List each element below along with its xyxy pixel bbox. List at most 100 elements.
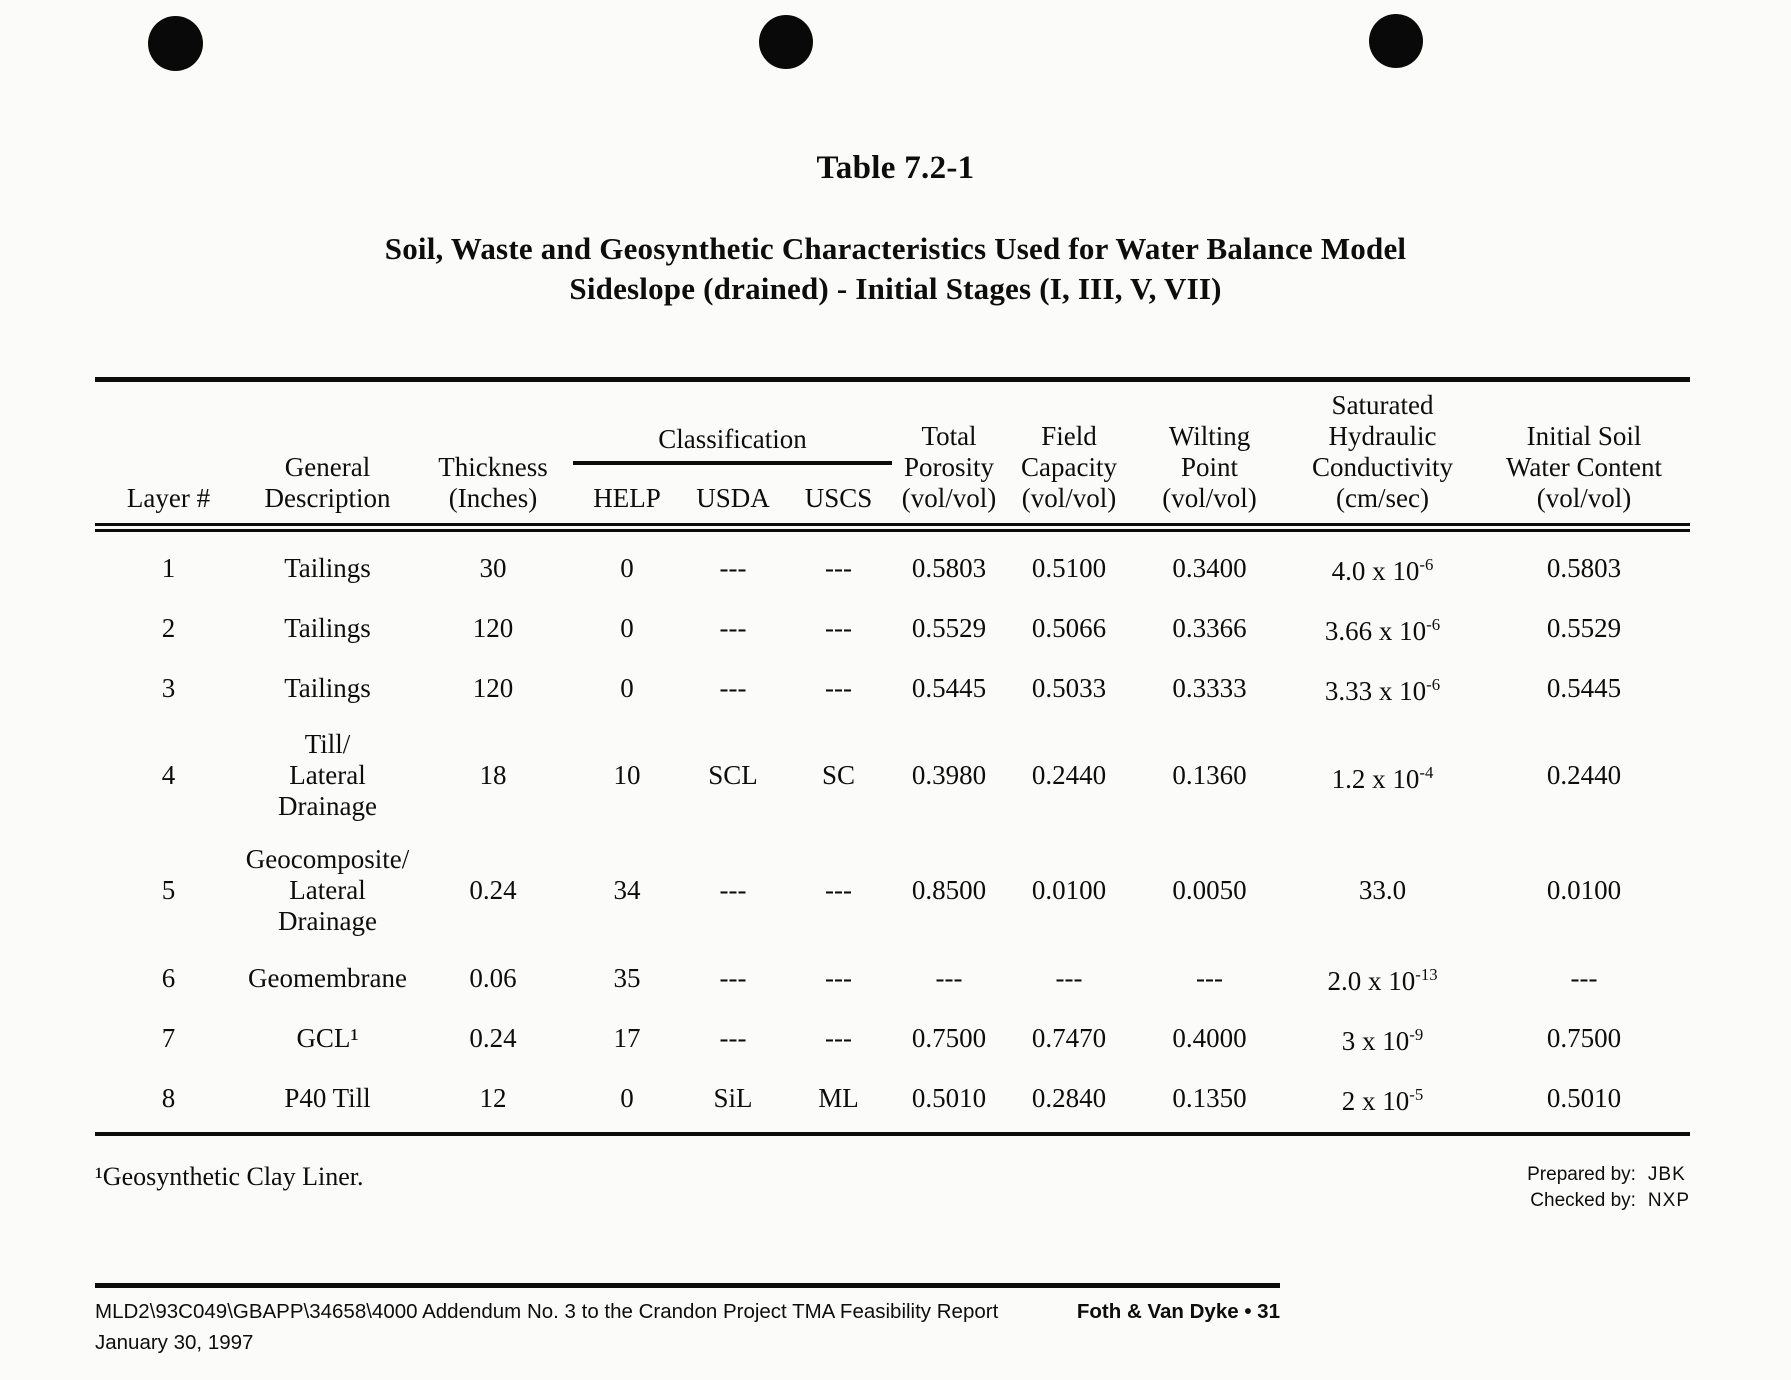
cell-thickness: 0.24 <box>469 875 517 905</box>
cell-uscs: --- <box>825 962 852 993</box>
col-header-wilting-point: Wilting Point (vol/vol) <box>1132 382 1288 532</box>
cell-wilting-point: 0.3366 <box>1172 612 1247 643</box>
cell-conductivity: 2 x 10-5 <box>1287 1068 1479 1136</box>
characteristics-table: Layer # General Description Thickness (Inc… <box>95 382 1691 1136</box>
cell-porosity: 0.5803 <box>911 552 987 583</box>
cell-porosity: 0.3980 <box>911 760 987 790</box>
cell-usda: --- <box>719 1022 747 1053</box>
cell-wilting-point: 0.1350 <box>1132 1068 1288 1136</box>
footer-document-reference: MLD2\93C049\GBAPP\34658\4000 Addendum No… <box>95 1300 999 1323</box>
cell-description: Tailings <box>284 672 371 703</box>
cell-water-content: 0.5445 <box>1546 672 1622 703</box>
cell-thickness: 30 <box>479 552 507 583</box>
cell-conductivity: 4.0 x 10-6 <box>1331 555 1434 586</box>
exponent: -5 <box>1409 1085 1424 1104</box>
cell-layer: 4 <box>161 760 176 790</box>
cell-field-capacity: 0.0100 <box>1031 875 1107 905</box>
document-title-line2: Sideslope (drained) - Initial Stages (I,… <box>569 271 1222 306</box>
exponent: -6 <box>1419 555 1434 574</box>
table-row: 7 GCL¹ 0.24 17 --- --- 0.7500 0.7470 0.4000 3 x 1… <box>95 1008 1690 1068</box>
checked-by-label: Checked by: <box>1530 1190 1636 1211</box>
cell-help: 35 <box>613 962 641 993</box>
cell-conductivity: 2.0 x 10-13 <box>1327 965 1438 996</box>
exponent: -13 <box>1415 965 1438 984</box>
below-table-row: ¹Geosynthetic Clay Liner. Prepared by: J… <box>95 1162 1690 1214</box>
exponent: -9 <box>1409 1025 1424 1044</box>
cell-conductivity: 3.33 x 10-6 <box>1324 675 1441 706</box>
col-header-usda: USDA <box>681 463 785 533</box>
cell-water-content: 0.7500 <box>1546 1022 1622 1053</box>
exponent: -6 <box>1426 615 1441 634</box>
cell-thickness: 18 <box>479 760 507 790</box>
cell-layer: 2 <box>161 612 176 643</box>
cell-help: 0 <box>573 1068 681 1136</box>
cell-thickness: 120 <box>472 612 514 643</box>
hole-punch-icon <box>1369 14 1423 68</box>
cell-description: Geomembrane <box>248 962 407 993</box>
cell-description: Till/Lateral Drainage <box>278 729 377 821</box>
col-header-thickness: Thickness (Inches) <box>413 382 573 532</box>
cell-help: 0 <box>620 612 634 643</box>
cell-wilting-point: --- <box>1196 962 1224 993</box>
cell-thickness: 0.06 <box>469 962 517 993</box>
col-header-description: General Description <box>242 382 413 532</box>
cell-field-capacity: 0.2840 <box>1006 1068 1133 1136</box>
cell-porosity: 0.7500 <box>911 1022 987 1053</box>
cell-description: Tailings <box>284 552 371 583</box>
hole-punch-icon <box>759 15 813 69</box>
document-title-line1: Soil, Waste and Geosynthetic Characteris… <box>384 231 1407 266</box>
page-footer: MLD2\93C049\GBAPP\34658\4000 Addendum No… <box>95 1283 1280 1355</box>
cell-field-capacity: 0.7470 <box>1031 1022 1107 1053</box>
col-header-field-capacity: Field Capacity (vol/vol) <box>1006 382 1133 532</box>
cell-field-capacity: 0.5066 <box>1031 612 1107 643</box>
col-header-help: HELP <box>573 463 681 533</box>
cell-description: Geocomposite/Lateral Drainage <box>245 844 410 936</box>
cell-usda: --- <box>719 552 747 583</box>
prepared-by-label: Prepared by: <box>1527 1164 1636 1185</box>
cell-layer: 7 <box>161 1022 176 1053</box>
cell-conductivity: 3.66 x 10-6 <box>1324 615 1441 646</box>
cell-usda: --- <box>719 962 747 993</box>
table-row: 1 Tailings 30 0 --- --- 0.5803 0.5100 0.3400 4.0 … <box>95 528 1690 599</box>
cell-description: Tailings <box>284 612 371 643</box>
cell-porosity: --- <box>935 962 963 993</box>
cell-porosity: 0.5010 <box>892 1068 1007 1136</box>
table-row: 8 P40 Till 12 0 SiL ML 0.5010 0.2840 0.1350 2 x 1… <box>95 1068 1691 1136</box>
table-row: 4 Till/Lateral Drainage 18 10 SCL SC 0.3980 0.24… <box>95 718 1690 833</box>
table-row: 3 Tailings 120 0 --- --- 0.5445 0.5033 0.3333 3.3… <box>95 658 1690 718</box>
cell-thickness: 120 <box>472 672 514 703</box>
signoff-block: Prepared by: JBK Checked by: NXP <box>1527 1162 1690 1214</box>
cell-usda: --- <box>719 672 747 703</box>
cell-uscs: --- <box>825 1022 852 1053</box>
cell-porosity: 0.5529 <box>911 612 987 643</box>
table-header: Layer # General Description Thickness (Inc… <box>95 382 1691 533</box>
cell-layer: 6 <box>161 962 176 993</box>
cell-uscs: ML <box>785 1068 893 1136</box>
cell-water-content: 0.0100 <box>1546 875 1622 905</box>
cell-uscs: --- <box>825 875 852 905</box>
cell-thickness: 0.24 <box>469 1022 517 1053</box>
cell-field-capacity: --- <box>1055 962 1083 993</box>
cell-uscs: --- <box>825 612 852 643</box>
cell-field-capacity: 0.2440 <box>1031 760 1107 790</box>
col-header-initial-soil-water-content: Initial Soil Water Content (vol/vol) <box>1478 382 1691 532</box>
cell-layer: 8 <box>95 1068 242 1136</box>
cell-water-content: 0.5803 <box>1546 552 1622 583</box>
cell-conductivity: 3 x 10-9 <box>1341 1025 1424 1056</box>
exponent: -6 <box>1426 675 1441 694</box>
title-block: Table 7.2-1 Soil, Waste and Geosynthetic… <box>0 0 1791 309</box>
cell-wilting-point: 0.4000 <box>1172 1022 1247 1053</box>
exponent: -4 <box>1419 762 1434 782</box>
cell-usda: SCL <box>708 760 758 790</box>
cell-wilting-point: 0.1360 <box>1172 760 1247 790</box>
cell-field-capacity: 0.5100 <box>1031 552 1107 583</box>
cell-water-content: 0.5529 <box>1546 612 1622 643</box>
cell-water-content: --- <box>1570 962 1598 993</box>
cell-uscs: SC <box>822 760 856 790</box>
col-header-uscs: USCS <box>785 463 893 533</box>
cell-layer: 3 <box>161 672 176 703</box>
cell-conductivity: 33.0 <box>1358 875 1407 905</box>
cell-conductivity: 1.2 x 10-4 <box>1331 762 1434 794</box>
footnote: ¹Geosynthetic Clay Liner. <box>95 1162 364 1191</box>
